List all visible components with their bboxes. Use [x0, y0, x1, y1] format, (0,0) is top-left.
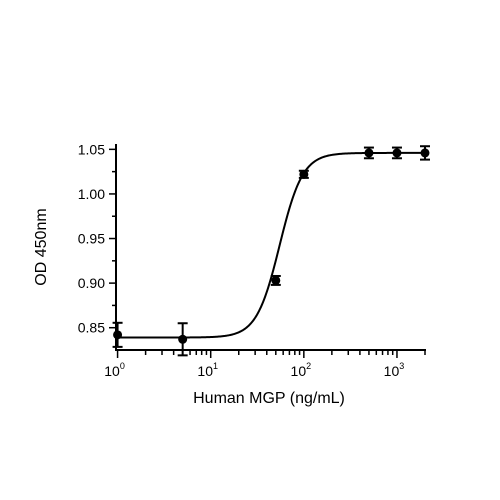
- data-point: [392, 148, 402, 158]
- x-tick-label: 101: [197, 361, 218, 379]
- x-tick-label: 103: [384, 361, 405, 379]
- data-point: [420, 148, 430, 158]
- x-tick-label: 100: [104, 361, 125, 379]
- ticks: 0.85 0.90 0.95 1.00 1.05 100 101 102 103: [78, 141, 426, 379]
- y-axis-title: OD 450nm: [33, 208, 50, 285]
- y-tick-label: 1.00: [78, 186, 105, 202]
- axes: [115, 144, 426, 351]
- data-marks: [112, 145, 430, 357]
- data-point: [271, 275, 281, 285]
- data-point: [113, 330, 123, 340]
- y-tick-label: 0.85: [78, 320, 105, 336]
- data-point: [299, 169, 309, 179]
- data-point: [178, 334, 188, 344]
- x-axis-title: Human MGP (ng/mL): [193, 390, 345, 407]
- fit-curve: [117, 151, 425, 339]
- data-point: [364, 148, 374, 158]
- y-tick-label: 1.05: [78, 141, 105, 157]
- y-tick-label: 0.90: [78, 275, 105, 291]
- y-tick-label: 0.95: [78, 231, 105, 247]
- x-tick-label: 102: [291, 361, 312, 379]
